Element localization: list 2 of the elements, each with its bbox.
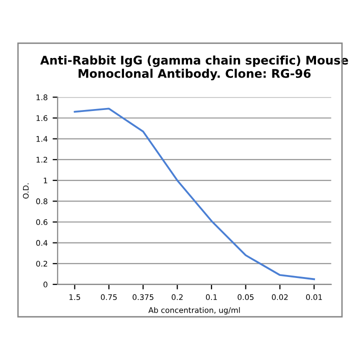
line-series [74, 108, 316, 280]
chart-title: Anti-Rabbit IgG (gamma chain specific) Mouse Monoclonal Antibody. Clone: RG-96 [40, 55, 348, 80]
